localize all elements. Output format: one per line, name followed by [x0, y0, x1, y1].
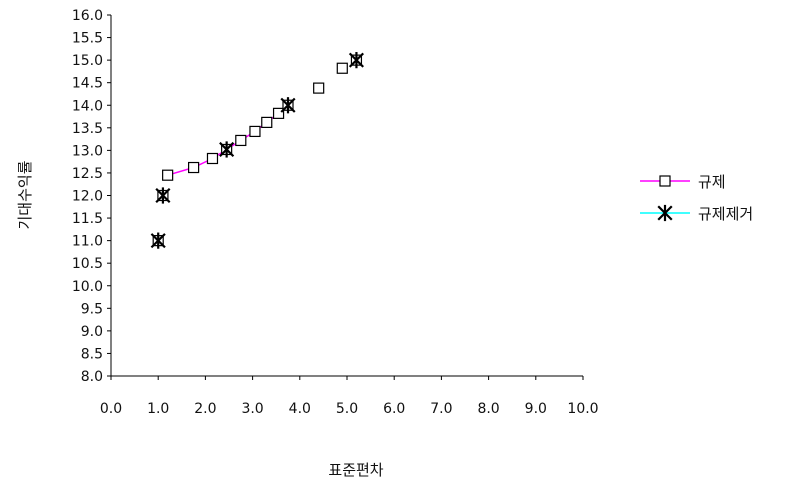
y-tick-label: 13.0 [72, 143, 103, 159]
y-tick-label: 15.0 [72, 53, 103, 69]
asterisk-point [150, 232, 166, 249]
legend-label-deregulation: 규제제거 [698, 205, 753, 223]
x-tick-label: 10.0 [567, 401, 598, 417]
legend: 규제 규제제거 [640, 173, 753, 223]
square-point [313, 82, 325, 94]
asterisk-point [155, 187, 171, 204]
tick-labels: 8.0 8.5 9.0 9.5 10.0 10.5 11.0 11.5 12.0 12.5 13.0… [72, 8, 599, 417]
y-tick-label: 9.5 [81, 301, 103, 317]
x-tick-label: 5.0 [336, 401, 358, 417]
y-tick-label: 12.5 [72, 166, 103, 182]
series-lines [167, 104, 289, 176]
legend-asterisk-shape [657, 204, 673, 222]
x-tick-label: 8.0 [477, 401, 499, 417]
asterisk-point [219, 141, 235, 158]
x-tick-label: 7.0 [430, 401, 452, 417]
square-point [188, 161, 200, 174]
asterisk-point [280, 97, 296, 114]
y-tick-label: 11.0 [72, 234, 103, 250]
x-tick-label: 3.0 [241, 401, 263, 417]
y-tick-label: 14.5 [72, 76, 103, 92]
y-tick-label: 9.0 [81, 324, 103, 340]
square-point [162, 169, 174, 181]
series-line [167, 104, 289, 176]
square-point [261, 116, 273, 128]
data-points [150, 52, 364, 249]
x-tick-label: 4.0 [289, 401, 311, 417]
square-point [249, 125, 261, 138]
square-point [206, 152, 219, 165]
y-tick-label: 8.0 [81, 369, 103, 385]
y-tick-label: 10.0 [72, 279, 103, 295]
x-tick-label: 9.0 [525, 401, 547, 417]
y-tick-label: 14.0 [72, 98, 103, 114]
y-tick-label: 8.5 [81, 346, 103, 362]
square-point [336, 62, 348, 74]
y-tick-label: 12.0 [72, 189, 103, 205]
x-tick-label: 2.0 [194, 401, 216, 417]
asterisk-point [348, 52, 364, 69]
x-tick-label: 0.0 [100, 401, 122, 417]
legend-marker-square [659, 175, 671, 187]
square-point [272, 107, 285, 119]
x-tick-label: 6.0 [383, 401, 405, 417]
y-tick-label: 13.5 [72, 121, 103, 137]
y-tick-label: 11.5 [72, 211, 103, 227]
legend-label-regulation: 규제 [698, 173, 726, 191]
y-tick-label: 16.0 [72, 8, 103, 24]
y-tick-label: 15.5 [72, 31, 103, 47]
square-point [235, 134, 247, 147]
y-tick-label: 10.5 [72, 256, 103, 272]
legend-marker-asterisk [657, 204, 673, 222]
y-axis-label: 기대수익률 [16, 160, 34, 229]
x-axis-label: 표준편차 [328, 461, 383, 479]
x-tick-label: 1.0 [147, 401, 169, 417]
